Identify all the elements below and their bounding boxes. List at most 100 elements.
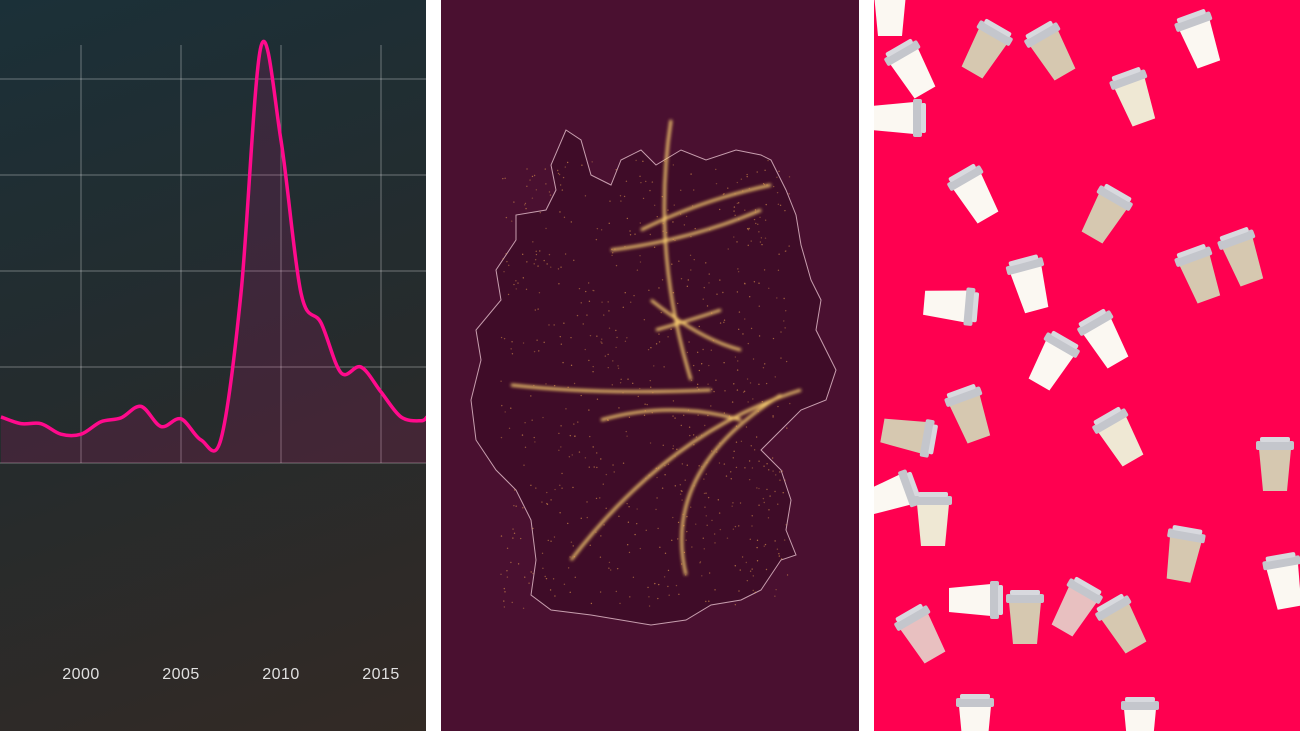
flow-dot (543, 259, 545, 262)
flow-dot (626, 544, 629, 546)
flow-dot (615, 329, 617, 332)
flow-dot (658, 583, 660, 586)
flow-dot (769, 495, 771, 497)
flow-dot (755, 436, 758, 438)
flow-dot (667, 585, 669, 588)
coffee-cup (1174, 244, 1221, 304)
coffee-cup (1095, 593, 1147, 654)
flow-dot (636, 508, 638, 510)
flow-dot (634, 533, 636, 536)
flow-dot (758, 383, 760, 385)
flow-dot (754, 211, 757, 213)
flow-dot (745, 561, 748, 564)
flow-dot (730, 471, 732, 473)
flow-dot (620, 378, 622, 381)
cup-body (1030, 30, 1076, 81)
flow-dot (580, 517, 582, 519)
flow-dot (672, 400, 675, 402)
flow-dot (667, 463, 670, 465)
flow-dot (752, 358, 755, 360)
flow-dot (768, 509, 770, 511)
flow-dot (788, 193, 790, 195)
flow-dot (504, 411, 506, 413)
flow-dot (533, 350, 536, 353)
flow-dot (558, 432, 560, 435)
flow-dot (507, 293, 510, 296)
flow-dot (744, 283, 746, 285)
area-fill (1, 41, 426, 463)
coffee-cup (1121, 697, 1159, 731)
flow-dot (510, 407, 512, 409)
flow-dot (746, 579, 749, 582)
flow-dot (733, 210, 735, 212)
cup-body (1081, 193, 1127, 244)
flow-dot (647, 586, 649, 589)
flow-dot (503, 600, 505, 602)
flow-dot (618, 407, 620, 409)
coffee-cup (874, 469, 921, 516)
flow-dot (510, 561, 512, 564)
flow-dot (656, 476, 658, 479)
flow-dot (607, 353, 609, 356)
flow-dot (758, 305, 760, 307)
flow-dot (702, 537, 704, 539)
flow-dot (710, 349, 713, 351)
flow-dot (690, 379, 693, 382)
flow-dot (628, 505, 630, 508)
flow-dot (676, 448, 678, 450)
flow-dot (723, 321, 725, 324)
flow-dot (592, 289, 594, 292)
flow-dot (596, 398, 599, 400)
flow-dot (595, 497, 598, 500)
coffee-cup (874, 99, 926, 137)
flow-dot (700, 434, 703, 437)
flow-dot (525, 288, 528, 291)
coffee-cup (1006, 590, 1044, 644)
flow-dot (732, 528, 735, 530)
flow-dot (744, 318, 746, 320)
flow-dot (707, 383, 709, 385)
cup-lid-top (928, 424, 938, 455)
flow-dot (756, 171, 758, 173)
flow-dot (685, 539, 687, 541)
flow-dot (736, 202, 739, 205)
flow-dot (715, 182, 718, 185)
flow-dot (768, 469, 770, 471)
flow-dot (747, 244, 749, 247)
flow-dot (517, 563, 520, 565)
flow-dot (643, 319, 646, 321)
flow-dot (707, 414, 709, 417)
flow-dot (700, 363, 703, 365)
flow-dot (778, 555, 781, 557)
flow-dot (625, 430, 627, 433)
flow-dot (548, 324, 550, 326)
flow-dot (698, 369, 701, 372)
flow-dot (785, 524, 787, 526)
flow-dot (738, 328, 740, 331)
flow-dot (582, 323, 584, 325)
flow-dot (732, 502, 734, 504)
cup-body (874, 0, 906, 36)
flow-dot (719, 442, 721, 444)
flow-dot (751, 525, 753, 527)
flow-dot (779, 471, 781, 473)
flow-dot (608, 561, 611, 564)
flow-dot (677, 538, 679, 540)
flow-dot (693, 444, 695, 446)
flow-dot (544, 168, 546, 170)
flow-dot (586, 314, 588, 316)
flow-dot (580, 394, 582, 397)
line-chart: 19952000200520102015 (0, 39, 426, 683)
flow-dot (639, 387, 641, 390)
flow-dot (629, 234, 632, 236)
flow-dot (689, 254, 692, 257)
flow-dot (709, 228, 711, 231)
flow-dot (679, 493, 682, 495)
flow-dot (506, 547, 509, 549)
cup-lid (1174, 246, 1213, 267)
flow-dot (514, 489, 516, 491)
cup-lid-top (1172, 525, 1203, 535)
flow-dot (670, 328, 672, 330)
flow-dot (549, 194, 552, 196)
flow-dot (559, 512, 561, 514)
